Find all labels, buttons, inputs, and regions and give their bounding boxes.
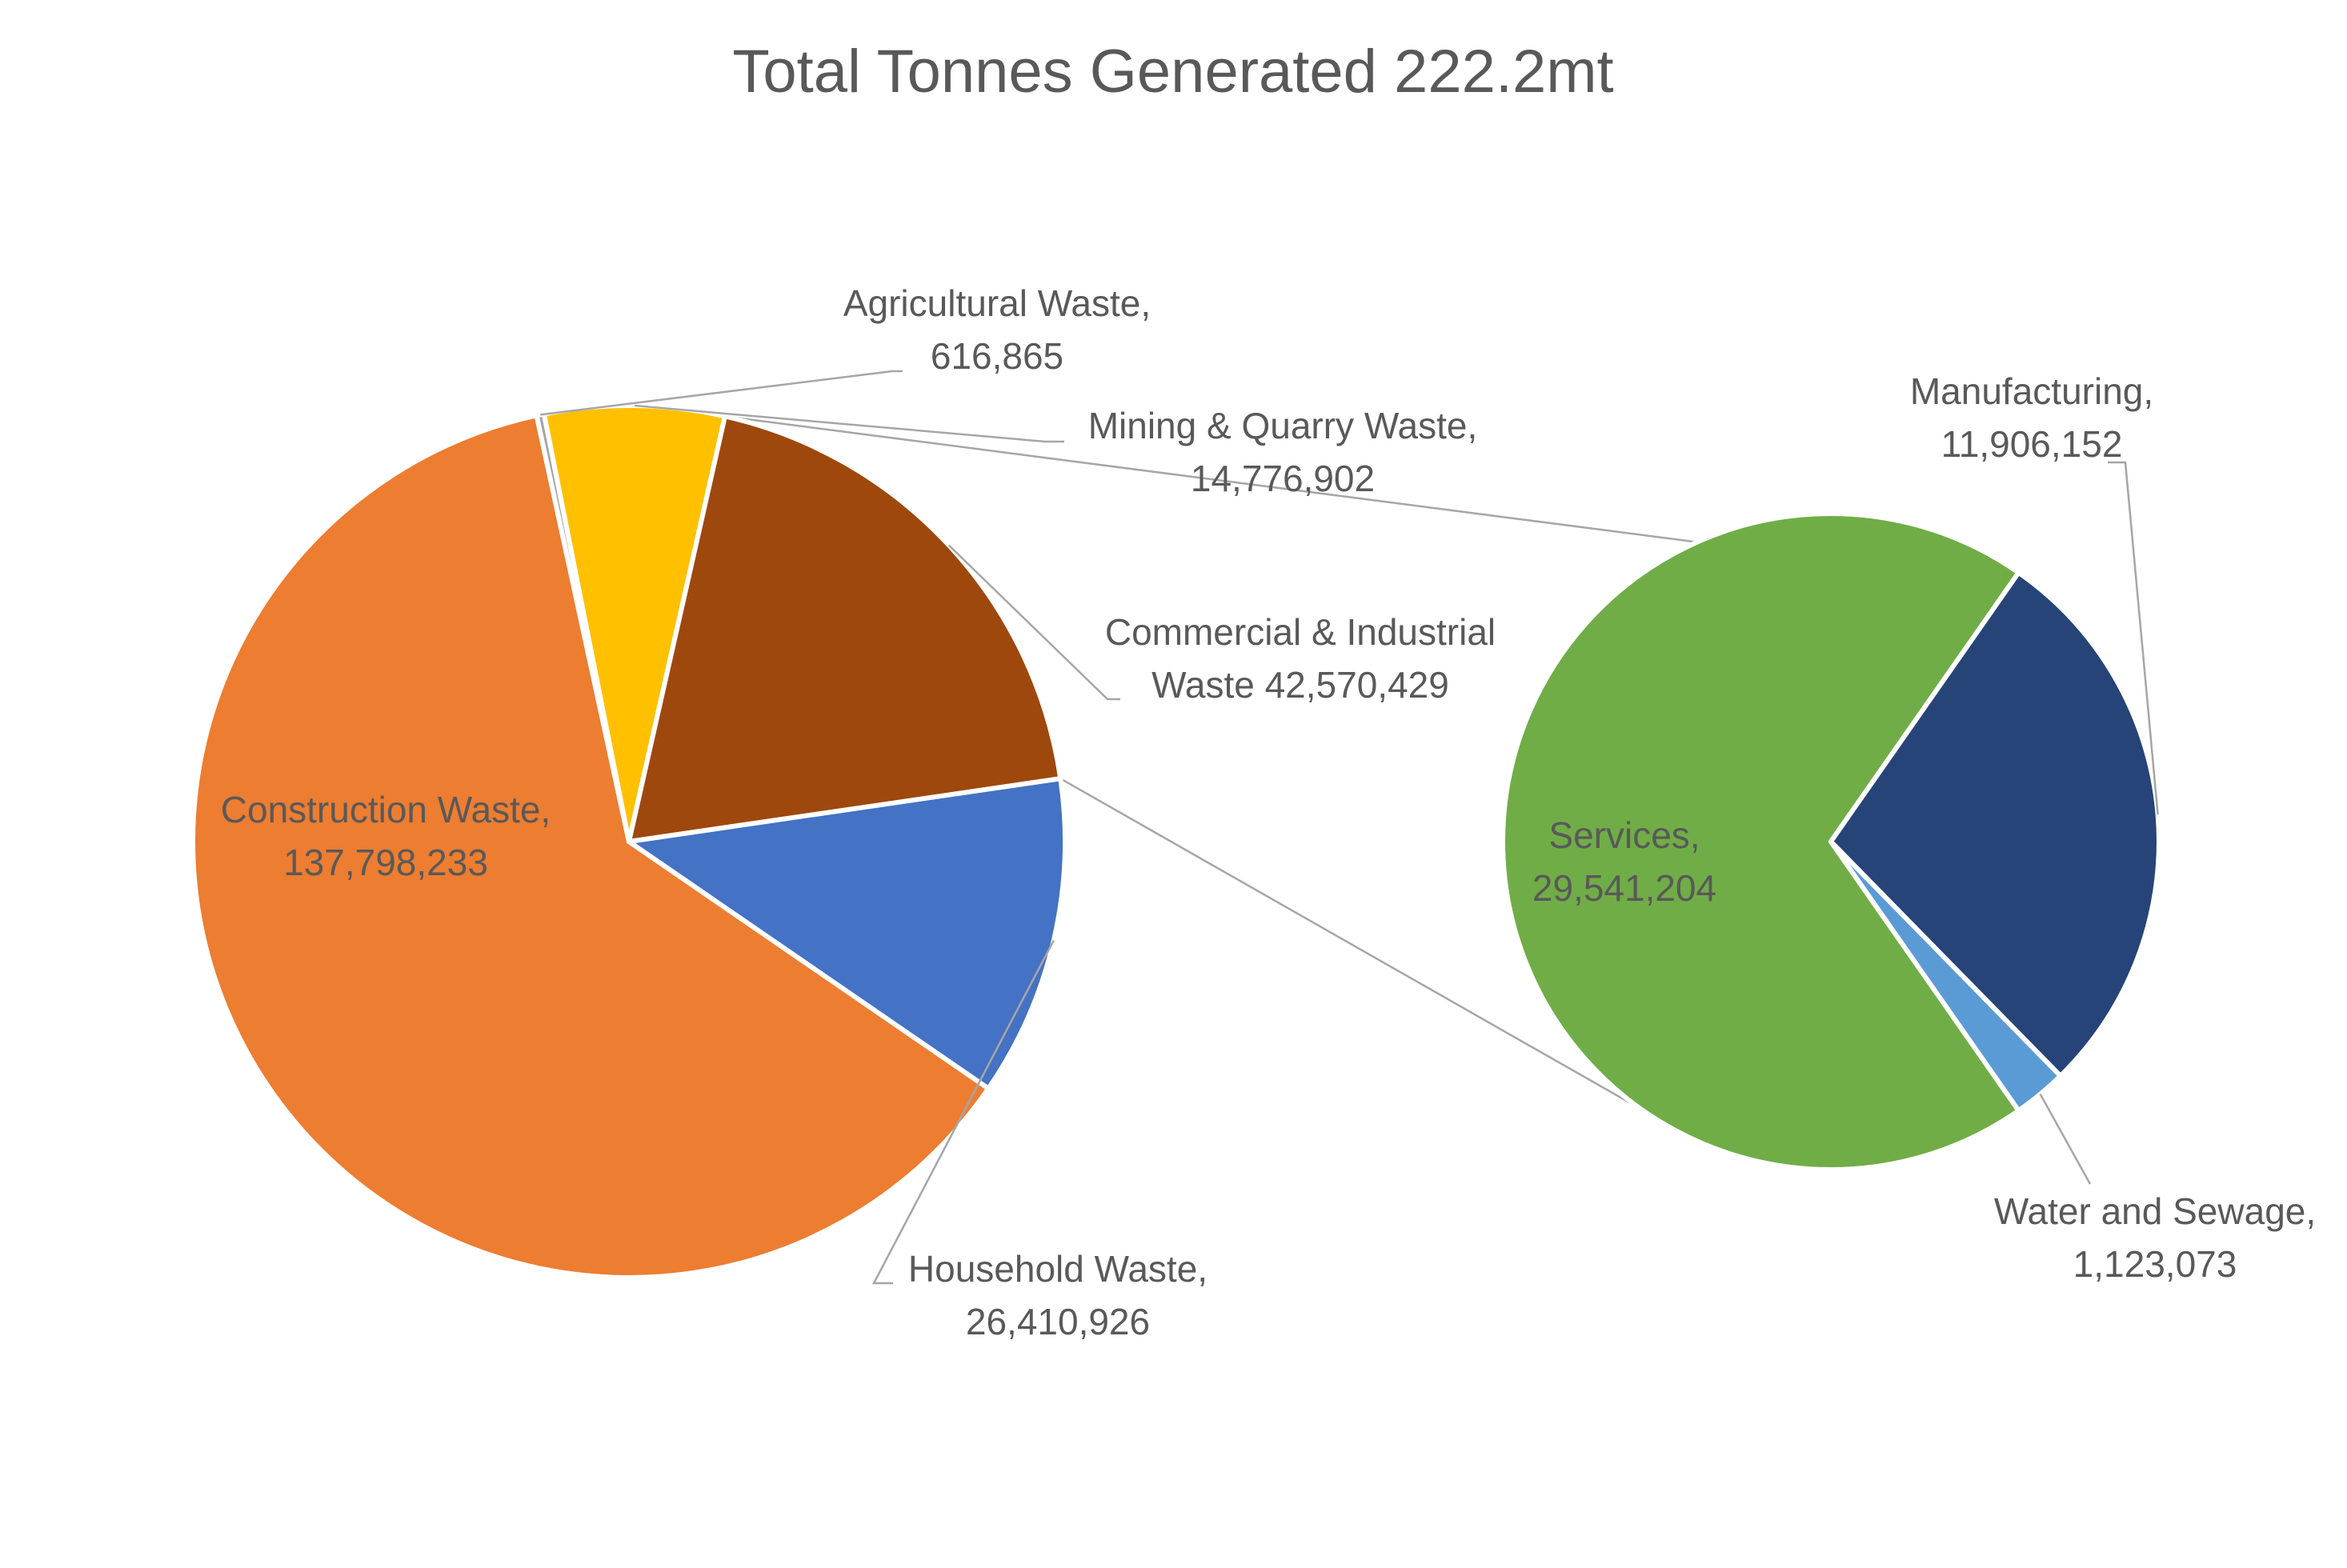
- agricultural-waste-label: Agricultural Waste, 616,865: [843, 282, 1151, 377]
- manufacturing-label-line2: 11,906,152: [1941, 423, 2123, 465]
- services-label-line1: Services,: [1548, 814, 1700, 856]
- commercial-and-industrial-waste-label: Commercial & Industrial Waste 42,570,429: [1105, 611, 1496, 706]
- connector-line-top: [724, 415, 1697, 543]
- household-waste-label: Household Waste, 26,410,926: [908, 1248, 1208, 1342]
- connector-line-bottom: [1059, 778, 1698, 1142]
- slice-commercial-and-industrial-waste: [627, 414, 1063, 844]
- construction-waste-label-line2: 137,798,233: [283, 842, 488, 883]
- mining-and-quarry-waste-label-line1: Mining & Quarry Waste,: [1088, 405, 1478, 446]
- water-and-sewage-label: Water and Sewage, 1,123,073: [1994, 1190, 2316, 1285]
- water-and-sewage-label-line1: Water and Sewage,: [1994, 1190, 2316, 1232]
- mining-and-quarry-waste-label-line2: 14,776,902: [1191, 458, 1375, 499]
- slice-services: [1500, 511, 2021, 1172]
- slice-construction-waste: [190, 413, 991, 1280]
- secondary-pie: [1500, 511, 2161, 1172]
- data-labels: Construction Waste, 137,798,233 Agricultur…: [221, 282, 2316, 1342]
- agricultural-waste-label-line2: 616,865: [931, 335, 1063, 377]
- household-waste-leader: [871, 939, 1055, 1285]
- manufacturing-label: Manufacturing, 11,906,152: [1910, 370, 2153, 465]
- commercial-and-industrial-waste-leader: [948, 544, 1120, 701]
- construction-waste-label: Construction Waste, 137,798,233: [221, 789, 551, 883]
- agricultural-waste-label-line1: Agricultural Waste,: [843, 282, 1151, 324]
- household-waste-label-line1: Household Waste,: [908, 1248, 1208, 1290]
- water-and-sewage-leader: [2039, 1094, 2092, 1185]
- water-and-sewage-label-line2: 1,123,073: [2073, 1243, 2237, 1285]
- agricultural-waste-leader: [540, 370, 903, 416]
- manufacturing-leader: [2108, 461, 2159, 815]
- services-label-line2: 29,541,204: [1532, 867, 1716, 909]
- mining-and-quarry-waste-label: Mining & Quarry Waste, 14,776,902: [1088, 405, 1478, 499]
- mining-and-quarry-waste-leader: [634, 404, 1064, 443]
- construction-waste-label-line1: Construction Waste,: [221, 789, 551, 830]
- manufacturing-label-line1: Manufacturing,: [1910, 370, 2153, 412]
- leader-lines: [540, 370, 2159, 1285]
- commercial-and-industrial-waste-label-line2: Waste 42,570,429: [1151, 664, 1449, 706]
- connector-lines: [724, 415, 1698, 1142]
- commercial-and-industrial-waste-label-line1: Commercial & Industrial: [1105, 611, 1496, 653]
- household-waste-label-line2: 26,410,926: [966, 1301, 1150, 1342]
- chart-title: Total Tonnes Generated 222.2mt: [732, 38, 1613, 106]
- services-label: Services, 29,541,204: [1532, 814, 1716, 909]
- slice-water-and-sewage: [1828, 839, 2063, 1114]
